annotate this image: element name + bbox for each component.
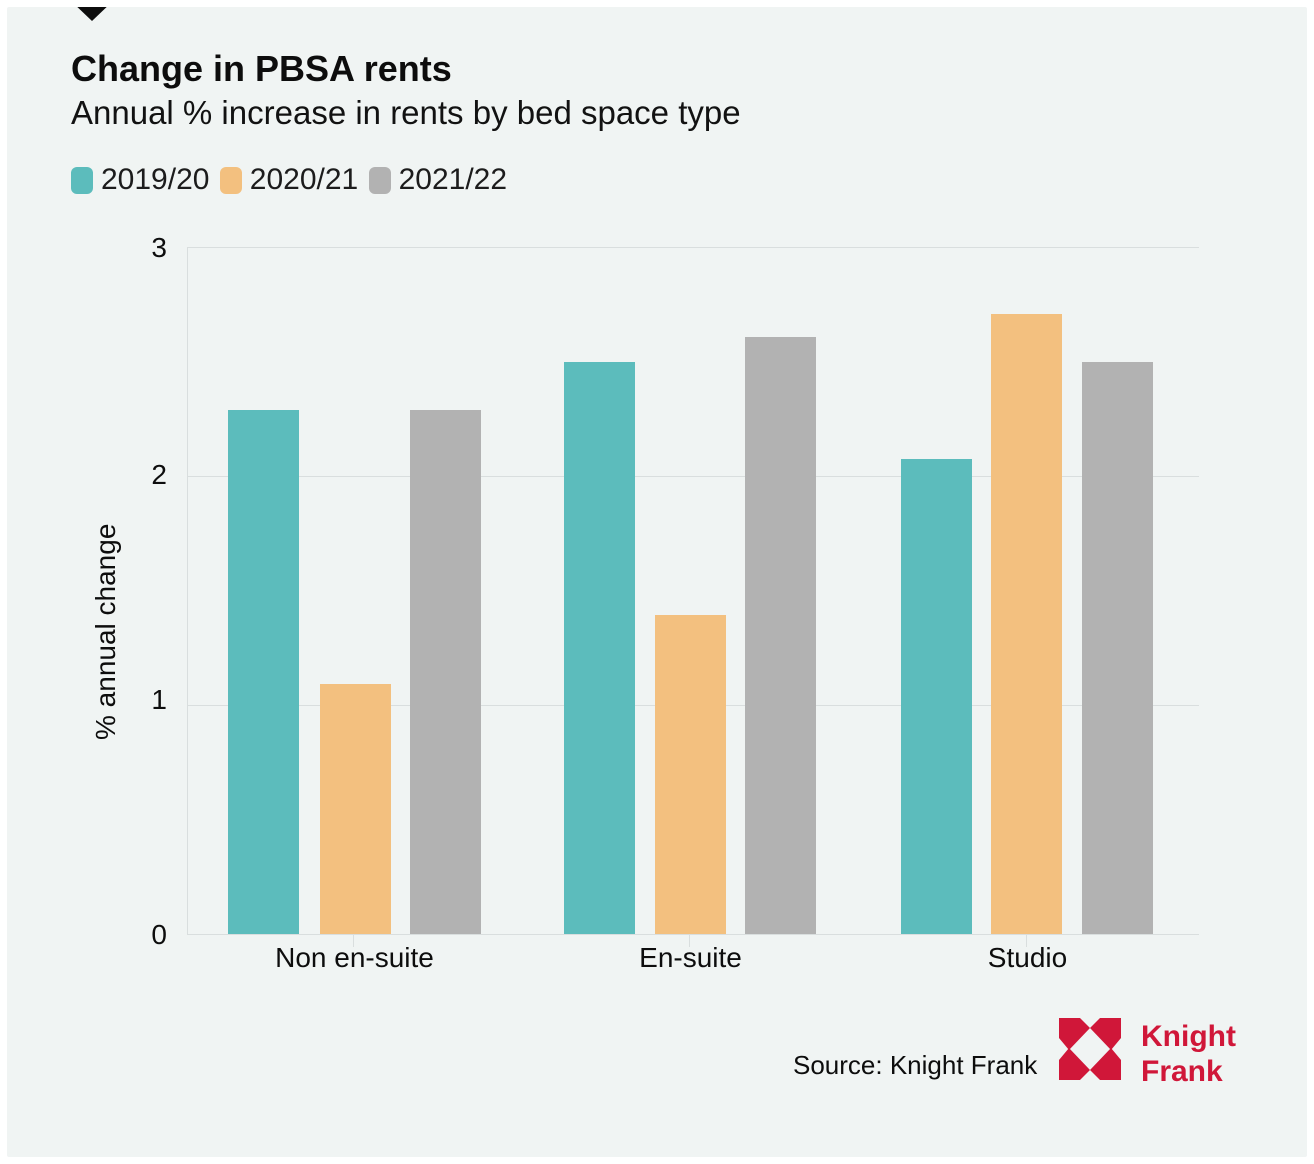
svg-text:Knight: Knight — [1141, 1020, 1236, 1053]
svg-text:Frank: Frank — [1141, 1055, 1223, 1086]
